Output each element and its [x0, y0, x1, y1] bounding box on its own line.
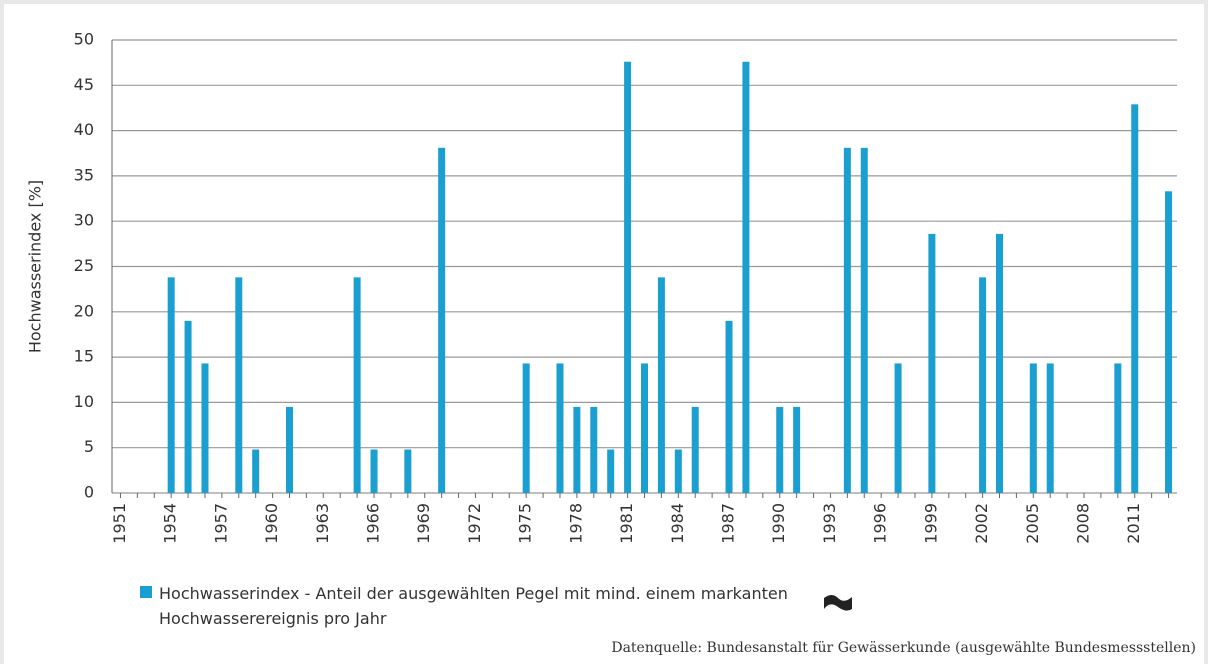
x-tick-label: 2008 — [1074, 503, 1093, 544]
y-tick-label: 10 — [74, 392, 94, 411]
x-tick-label: 1999 — [921, 503, 940, 544]
bar — [556, 363, 564, 493]
x-tick-label: 1963 — [313, 503, 332, 544]
x-tick-label: 1978 — [566, 503, 585, 544]
bar — [1165, 191, 1173, 493]
bar — [607, 449, 615, 493]
bar — [641, 363, 648, 493]
y-axis-label: Hochwasserindex [%] — [26, 180, 45, 353]
bar — [404, 449, 412, 493]
bar — [522, 363, 530, 493]
bar — [928, 233, 936, 493]
x-tick-label: 1990 — [769, 503, 788, 544]
bar — [793, 406, 801, 493]
bar — [1046, 363, 1054, 493]
page: 0 5 10 15 20 25 30 35 40 45 50 Hochwasserindex [%] 1… — [4, 4, 1204, 664]
bar — [843, 147, 851, 493]
bar — [573, 406, 581, 493]
bar — [860, 147, 868, 493]
y-tick-label: 25 — [74, 256, 94, 275]
source-note: Datenquelle: Bundesanstalt für Gewässerk… — [611, 640, 1196, 656]
x-tick-label: 1981 — [617, 503, 636, 544]
bar — [691, 406, 699, 493]
bar — [624, 61, 632, 494]
x-tick-label: 1954 — [161, 503, 180, 544]
flag-icon — [824, 595, 852, 611]
bar — [674, 449, 682, 493]
bar — [184, 320, 192, 493]
x-tick-label: 2002 — [972, 503, 991, 544]
bar — [201, 363, 209, 493]
bar — [742, 61, 750, 494]
x-tick-label: 1975 — [516, 503, 535, 544]
bar — [657, 277, 665, 493]
x-tick-label: 1987 — [719, 503, 738, 544]
x-tick-label: 1957 — [211, 503, 230, 544]
x-tick-label: 1969 — [414, 503, 433, 544]
x-tick-label: 1972 — [465, 503, 484, 544]
bar — [996, 233, 1003, 493]
x-tick-label: 1984 — [668, 503, 687, 544]
y-tick-label: 5 — [84, 437, 94, 456]
bar — [286, 406, 293, 493]
bar — [370, 449, 378, 493]
y-tick-label: 20 — [74, 301, 94, 320]
bar — [894, 363, 902, 493]
bar — [353, 277, 361, 493]
bar — [725, 320, 733, 493]
chart: 0 5 10 15 20 25 30 35 40 45 50 Hochwasserindex [%] 1… — [26, 30, 1177, 544]
x-tick-label: 2005 — [1023, 503, 1042, 544]
bar — [979, 277, 987, 493]
x-tick-label: 1960 — [262, 503, 281, 544]
legend-label: Hochwasserindex - Anteil der ausgewählte… — [159, 584, 788, 628]
bar — [590, 406, 598, 493]
x-tick-label: 2011 — [1124, 503, 1143, 544]
bar — [1131, 104, 1139, 494]
legend-swatch — [140, 586, 152, 598]
x-tick-label: 1966 — [364, 503, 383, 544]
y-tick-label: 40 — [74, 120, 94, 139]
y-tick-label: 0 — [84, 483, 94, 502]
bar — [776, 406, 784, 493]
bar — [1029, 363, 1037, 493]
x-tick-label: 1996 — [871, 503, 890, 544]
y-tick-label: 15 — [74, 347, 94, 366]
bar — [167, 277, 175, 493]
bar — [235, 277, 243, 493]
x-tick-label: 1951 — [110, 503, 129, 544]
bar — [1114, 363, 1122, 493]
y-tick-label: 35 — [74, 165, 94, 184]
y-tick-label: 30 — [74, 211, 94, 230]
bar — [438, 147, 446, 493]
x-tick-label: 1993 — [820, 503, 839, 544]
y-tick-label: 50 — [74, 30, 94, 49]
bar — [252, 449, 260, 493]
y-tick-label: 45 — [74, 75, 94, 94]
